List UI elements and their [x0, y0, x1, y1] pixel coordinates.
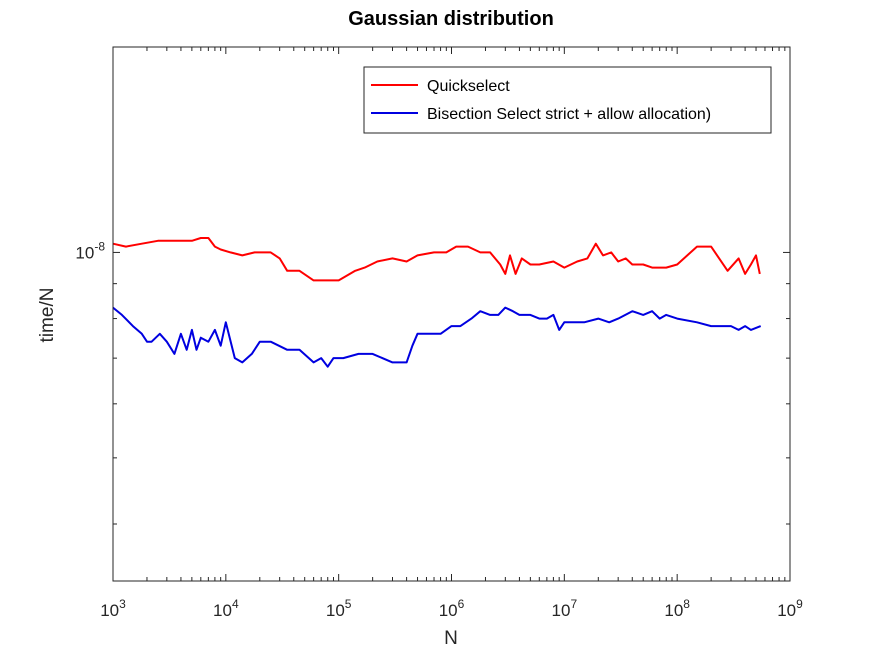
x-axis-label: N [444, 628, 458, 649]
series-line-1 [112, 306, 762, 368]
x-tick-label: 106 [439, 597, 465, 620]
x-tick-label: 104 [213, 597, 239, 620]
series-line-0 [112, 237, 761, 282]
legend: Quickselect Bisection Select strict + al… [363, 66, 772, 134]
x-tick-label: 107 [552, 597, 578, 620]
x-tick-label: 109 [777, 597, 803, 620]
y-axis-label: time/N [37, 288, 58, 343]
y-tick-labels: 10-8 [75, 239, 105, 262]
axes-box [112, 46, 791, 582]
ticks-group [112, 46, 791, 581]
legend-label-bisection: Bisection Select strict + allow allocati… [427, 106, 711, 123]
series-group [112, 237, 762, 368]
y-tick-label: 10-8 [75, 239, 105, 262]
x-tick-label: 108 [664, 597, 690, 620]
plot-area [113, 47, 790, 581]
x-tick-label: 105 [326, 597, 352, 620]
legend-box [363, 66, 772, 134]
legend-label-quickselect: Quickselect [427, 78, 510, 95]
x-tick-label: 103 [100, 597, 126, 620]
x-tick-labels: 103 104 105 106 107 108 109 [100, 597, 803, 620]
chart-title: Gaussian distribution [348, 8, 554, 30]
